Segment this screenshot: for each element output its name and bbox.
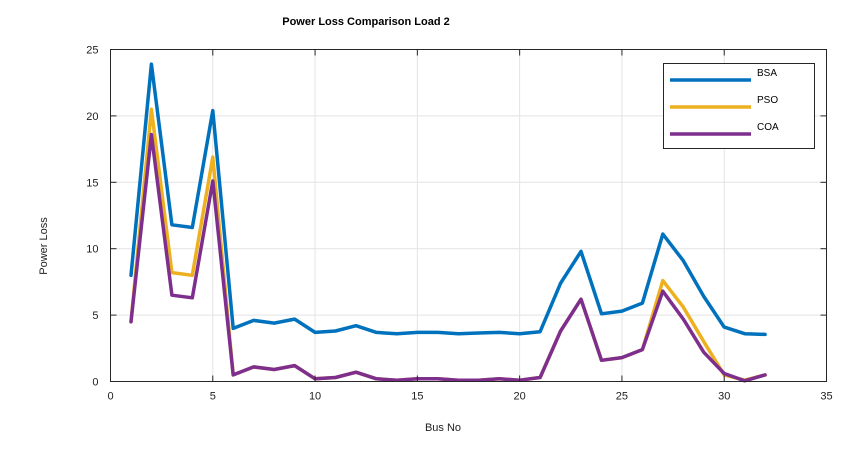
series-line-bsa [129, 62, 767, 337]
series-layer [129, 62, 767, 383]
plot-frame [110, 49, 827, 382]
x-tick-label: 15 [411, 391, 423, 403]
x-tick-label: 5 [210, 391, 216, 403]
axis-ticks: 0 5 10 15 20 25 30 35 0 5 10 15 20 25 [86, 45, 832, 403]
x-tick-label: 10 [309, 391, 321, 403]
legend-label-bsa: BSA [757, 68, 777, 79]
y-tick-label: 25 [86, 45, 98, 57]
x-tick-label: 35 [820, 391, 832, 403]
y-tick-label: 15 [86, 177, 98, 189]
y-axis-label: Power Loss [38, 217, 50, 275]
y-tick-label: 0 [92, 377, 98, 389]
x-tick-label: 25 [616, 391, 628, 403]
y-tick-label: 20 [86, 111, 98, 123]
x-tick-label: 30 [718, 391, 730, 403]
legend-label-coa: COA [757, 122, 779, 133]
series-line-coa [129, 132, 767, 383]
legend: BSA PSO COA [663, 63, 815, 149]
x-tick-label: 0 [107, 391, 113, 403]
x-tick-label: 20 [514, 391, 526, 403]
x-axis-label: Bus No [425, 422, 461, 434]
legend-label-pso: PSO [757, 95, 778, 106]
y-tick-label: 10 [86, 244, 98, 256]
chart-title: Power Loss Comparison Load 2 [282, 16, 449, 28]
y-tick-label: 5 [92, 310, 98, 322]
